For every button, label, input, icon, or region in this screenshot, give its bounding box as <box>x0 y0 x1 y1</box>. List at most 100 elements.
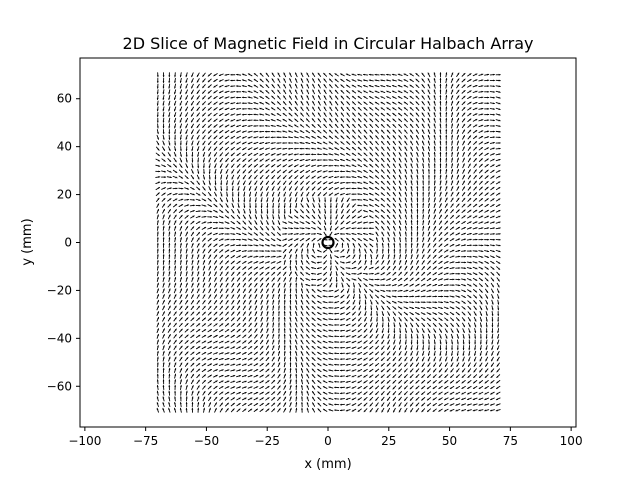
field-arrow <box>207 89 212 94</box>
field-arrow <box>219 129 224 134</box>
field-arrow <box>225 402 229 407</box>
y-axis-label: y (mm) <box>20 218 35 265</box>
field-arrow <box>185 237 188 243</box>
field-arrow <box>174 242 177 248</box>
field-arrow <box>168 367 171 373</box>
field-arrow <box>201 374 207 378</box>
field-arrow <box>218 227 224 230</box>
field-arrow <box>242 288 246 294</box>
field-arrow <box>162 345 165 351</box>
field-arrow <box>162 362 165 368</box>
field-arrow <box>231 282 235 288</box>
field-arrow <box>173 305 177 311</box>
field-arrow <box>167 152 171 157</box>
field-arrow <box>224 118 230 122</box>
field-arrow <box>184 323 189 327</box>
field-arrow <box>237 174 241 180</box>
field-arrow <box>219 282 223 288</box>
field-arrow <box>218 73 224 77</box>
field-arrow <box>162 72 165 78</box>
field-arrow <box>156 288 159 294</box>
field-arrow <box>236 340 241 344</box>
field-arrow <box>173 100 177 106</box>
field-arrow <box>213 146 218 151</box>
field-arrow <box>218 90 224 94</box>
field-arrow <box>236 255 241 259</box>
field-arrow <box>179 396 182 402</box>
field-arrow <box>174 140 177 146</box>
field-arrow <box>224 113 230 116</box>
field-arrow <box>173 220 177 225</box>
y-tick-label: −40 <box>47 331 72 345</box>
field-arrow <box>213 396 218 401</box>
field-arrow <box>168 123 171 129</box>
field-arrow <box>190 112 195 117</box>
field-arrow <box>167 311 171 316</box>
field-arrow <box>226 191 229 197</box>
field-arrow <box>230 102 236 105</box>
field-arrow <box>174 248 177 254</box>
field-arrow <box>195 210 201 213</box>
field-arrow <box>191 242 194 248</box>
field-arrow <box>168 362 171 368</box>
field-arrow <box>156 237 159 243</box>
field-arrow <box>214 163 217 169</box>
field-arrow <box>196 288 200 294</box>
field-arrow <box>168 112 171 118</box>
field-arrow <box>230 107 236 110</box>
field-arrow <box>224 130 230 134</box>
field-arrow <box>201 221 207 224</box>
field-arrow <box>162 231 165 237</box>
field-arrow <box>162 225 165 231</box>
field-arrow <box>168 231 171 237</box>
field-arrow <box>242 317 247 322</box>
field-arrow <box>202 72 206 77</box>
field-arrow <box>178 181 184 184</box>
field-arrow <box>162 333 165 339</box>
field-arrow <box>190 311 195 316</box>
field-arrow <box>202 282 206 288</box>
field-arrow <box>167 328 171 333</box>
field-arrow <box>168 407 171 413</box>
field-arrow <box>162 117 165 123</box>
field-arrow <box>213 260 218 265</box>
field-arrow <box>242 277 247 282</box>
field-arrow <box>213 311 218 316</box>
field-arrow <box>218 238 224 241</box>
y-tick-label: −20 <box>47 283 72 297</box>
field-arrow <box>219 317 224 322</box>
field-arrow <box>242 271 247 276</box>
field-arrow <box>167 214 171 220</box>
field-arrow <box>219 311 224 316</box>
field-arrow <box>202 396 206 402</box>
field-arrow <box>184 328 189 333</box>
field-arrow <box>224 346 230 349</box>
field-arrow <box>225 305 229 311</box>
field-arrow <box>236 386 241 389</box>
field-arrow <box>231 277 235 282</box>
field-arrow <box>190 351 195 356</box>
field-arrow <box>172 193 178 196</box>
field-arrow <box>202 123 206 128</box>
field-arrow <box>166 187 172 190</box>
field-arrow <box>230 328 235 333</box>
field-arrow <box>179 134 182 140</box>
field-arrow <box>207 385 212 390</box>
field-arrow <box>173 151 177 157</box>
field-arrow <box>173 112 177 118</box>
field-arrow <box>242 311 246 316</box>
field-arrow <box>219 254 224 259</box>
field-arrow <box>161 164 166 168</box>
field-arrow <box>236 408 241 413</box>
field-arrow <box>230 260 235 265</box>
field-arrow <box>230 158 235 163</box>
field-arrow <box>230 352 236 355</box>
field-arrow <box>225 163 229 168</box>
field-arrow <box>179 317 183 322</box>
field-arrow <box>231 311 235 316</box>
field-arrow <box>168 220 171 226</box>
field-arrow <box>201 351 207 355</box>
field-arrow <box>197 168 200 174</box>
field-arrow <box>202 248 206 254</box>
field-arrow <box>202 101 206 106</box>
